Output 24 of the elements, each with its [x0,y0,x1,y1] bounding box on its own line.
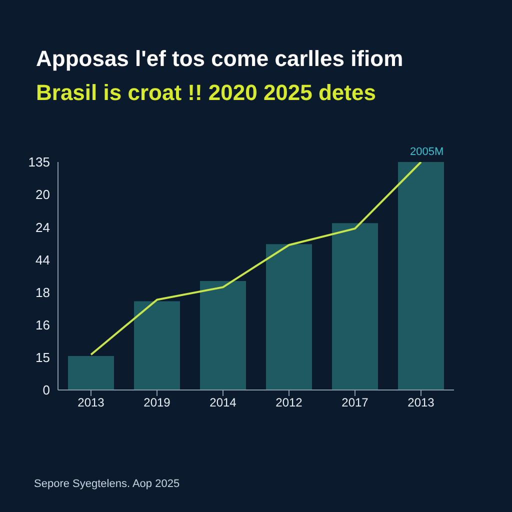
text: 15 [36,350,50,366]
x-tick-label: 2013 [78,396,105,410]
text: 20 [36,187,50,202]
text: 44 [36,252,50,268]
text: 2005M [410,146,444,158]
bar [68,356,114,390]
bar [266,244,312,390]
x-tick-label: 2013 [408,396,435,410]
bar [398,162,444,390]
text: 16 [36,317,50,332]
bar [332,223,378,390]
text: 24 [36,220,50,235]
text: 135 [28,154,50,170]
text: 18 [36,284,50,300]
x-tick-label: 2014 [210,396,237,410]
bar [134,301,180,390]
x-tick-label: 2019 [144,396,171,410]
text: Sepore Syegtelens. Aop 2025 [34,478,180,490]
text: 0 [42,382,50,398]
chart-title: Apposas l'ef tos come carlles ifiom [36,46,404,72]
x-tick-label: 2012 [276,396,303,410]
bar [200,281,246,390]
chart-subtitle: Brasil is croat !! 2020 2025 detes [36,80,376,106]
x-tick-label: 2017 [342,396,369,410]
